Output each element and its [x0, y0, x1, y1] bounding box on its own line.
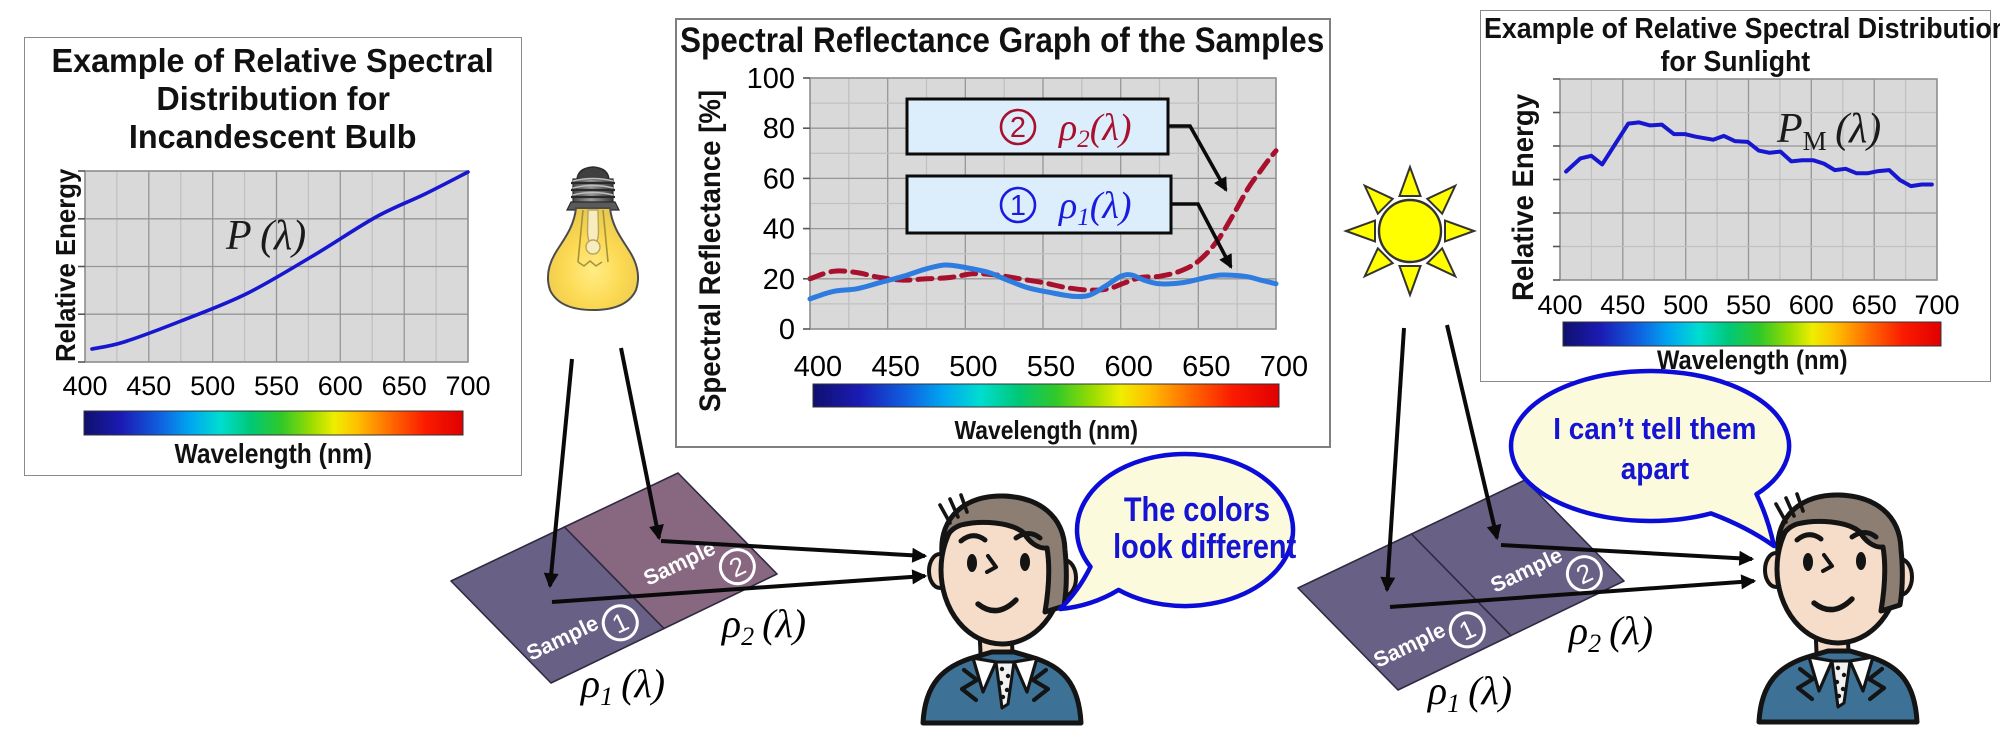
svg-text:550: 550 — [254, 371, 299, 401]
svg-text:0: 0 — [779, 314, 795, 346]
svg-text:700: 700 — [1914, 290, 1959, 320]
svg-text:ρ2 (λ): ρ2 (λ) — [720, 601, 806, 651]
svg-text:600: 600 — [318, 371, 363, 401]
svg-text:40: 40 — [763, 214, 795, 246]
svg-text:ρ1 (λ): ρ1 (λ) — [579, 661, 665, 711]
svg-text:80: 80 — [763, 113, 795, 145]
svg-text:500: 500 — [190, 371, 235, 401]
svg-text:1: 1 — [1010, 190, 1026, 222]
svg-text:400: 400 — [1537, 290, 1582, 320]
svg-text:20: 20 — [763, 264, 795, 296]
svg-text:ρ2 (λ): ρ2 (λ) — [1567, 608, 1653, 658]
svg-text:500: 500 — [949, 351, 997, 383]
svg-text:ρ1 (λ): ρ1 (λ) — [1426, 668, 1512, 718]
svg-text:400: 400 — [794, 351, 842, 383]
svg-text:450: 450 — [126, 371, 171, 401]
svg-text:700: 700 — [445, 371, 490, 401]
svg-text:60: 60 — [763, 163, 795, 195]
svg-text:650: 650 — [1852, 290, 1897, 320]
svg-text:700: 700 — [1260, 351, 1308, 383]
svg-text:600: 600 — [1789, 290, 1834, 320]
svg-text:PM (λ): PM (λ) — [1776, 106, 1881, 156]
svg-text:600: 600 — [1105, 351, 1153, 383]
svg-text:ρ2(λ): ρ2(λ) — [1058, 107, 1132, 153]
svg-text:100: 100 — [747, 63, 795, 95]
svg-text:550: 550 — [1027, 351, 1075, 383]
svg-text:550: 550 — [1726, 290, 1771, 320]
svg-text:500: 500 — [1663, 290, 1708, 320]
svg-text:P (λ): P (λ) — [225, 213, 306, 259]
svg-text:450: 450 — [1600, 290, 1645, 320]
svg-text:ρ1(λ): ρ1(λ) — [1058, 185, 1132, 231]
svg-text:650: 650 — [382, 371, 427, 401]
svg-text:400: 400 — [62, 371, 107, 401]
svg-text:450: 450 — [872, 351, 920, 383]
svg-text:650: 650 — [1182, 351, 1230, 383]
svg-text:2: 2 — [1010, 112, 1026, 144]
